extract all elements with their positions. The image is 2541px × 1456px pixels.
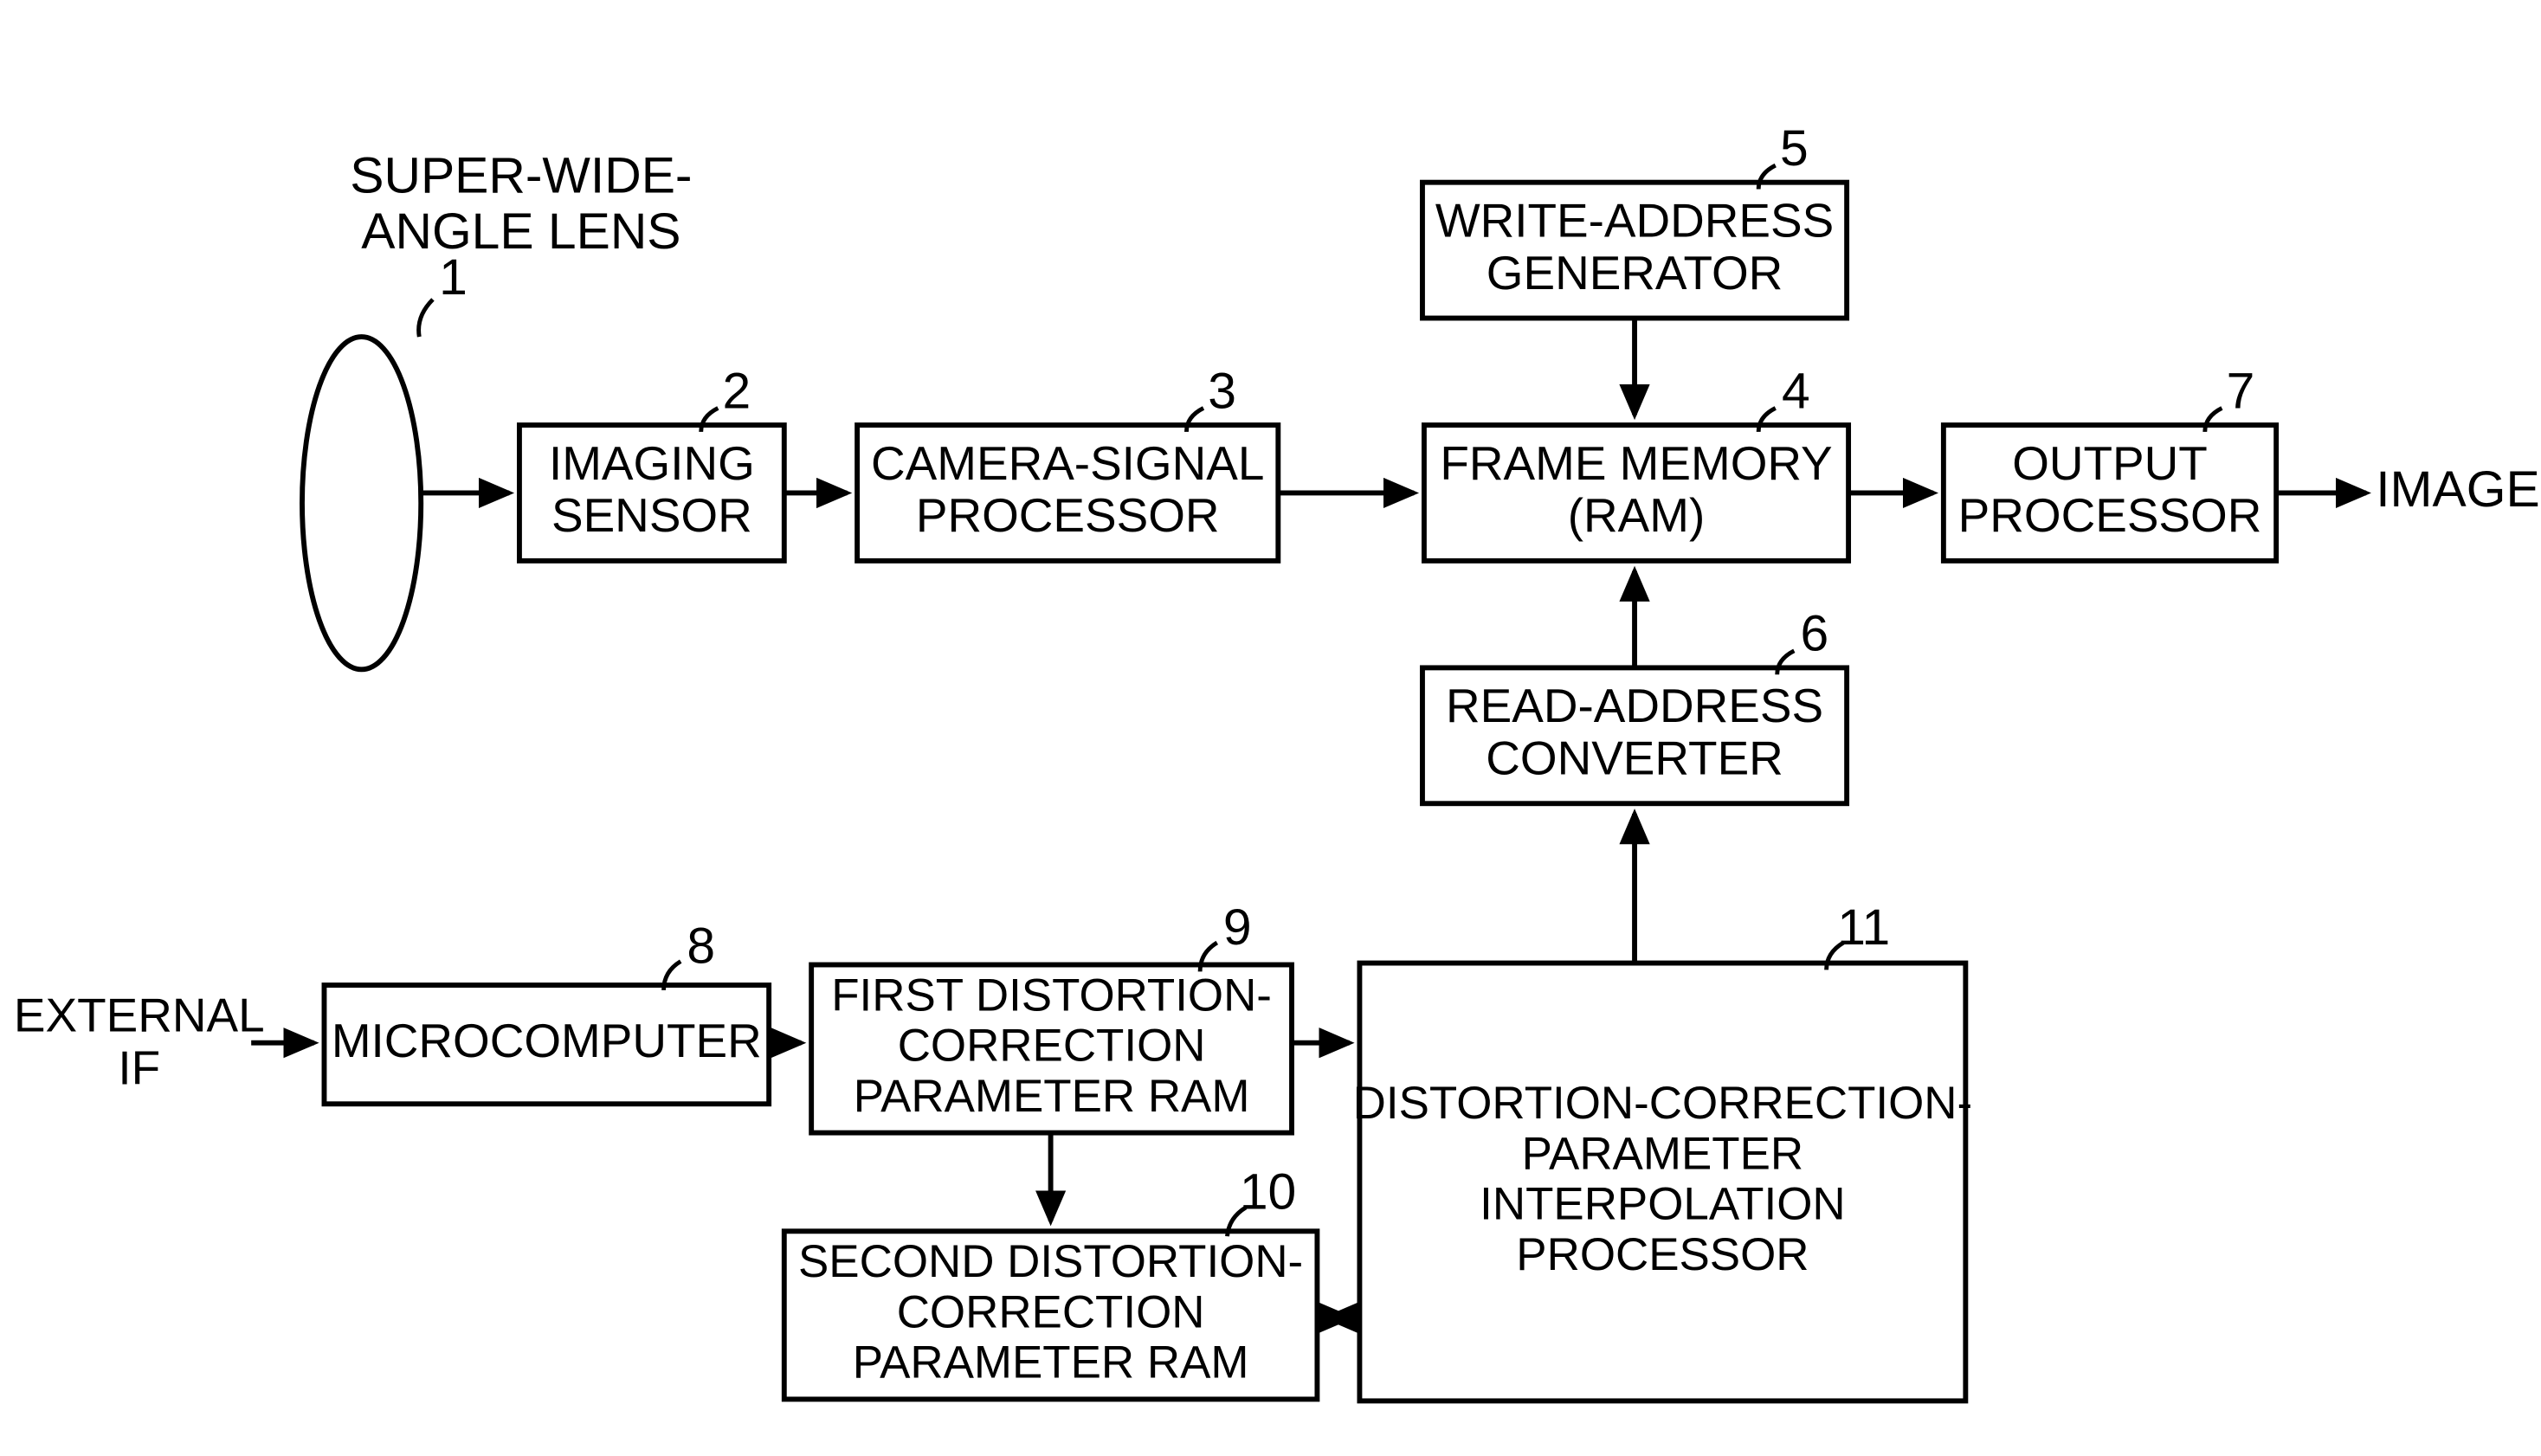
- node-11-text-0: DISTORTION-CORRECTION-: [1353, 1078, 1972, 1129]
- node-6-text-1: CONVERTER: [1486, 731, 1783, 785]
- node-10-text-0: SECOND DISTORTION-: [798, 1236, 1303, 1287]
- node-5-text-0: WRITE-ADDRESS: [1435, 193, 1834, 247]
- node-7-text-1: PROCESSOR: [1958, 488, 2262, 542]
- node-9-text-2: PARAMETER RAM: [854, 1071, 1250, 1122]
- node-11-text-1: PARAMETER: [1522, 1128, 1803, 1179]
- external-if-label-line1: EXTERNAL: [14, 989, 265, 1042]
- node-8-text-0: MICROCOMPUTER: [332, 1014, 762, 1067]
- external-if-label-line2: IF: [118, 1041, 160, 1095]
- node-5-number: 5: [1780, 120, 1809, 177]
- lens-label-line2: ANGLE LENS: [361, 203, 680, 260]
- block-diagram: SUPER-WIDE- ANGLE LENS 1 IMAGINGSENSOR 2 C…: [0, 0, 2541, 1456]
- node-3-text-0: CAMERA-SIGNAL: [871, 436, 1264, 490]
- node-4-text-1: (RAM): [1568, 488, 1706, 542]
- lens-number-leader: [419, 300, 433, 337]
- node-9-number: 9: [1223, 899, 1252, 956]
- node-4-number: 4: [1782, 363, 1810, 419]
- node-7-number: 7: [2227, 363, 2255, 419]
- node-10-text-1: CORRECTION: [897, 1286, 1205, 1337]
- nodes-group: IMAGINGSENSOR2CAMERA-SIGNALPROCESSOR3FRA…: [324, 120, 2276, 1401]
- node-7-text-0: OUTPUT: [2012, 436, 2208, 490]
- node-11-text-3: PROCESSOR: [1516, 1229, 1809, 1280]
- node-8-number: 8: [687, 918, 715, 974]
- node-2-number: 2: [723, 363, 751, 419]
- node-3-number: 3: [1208, 363, 1236, 419]
- node-2-text-0: IMAGING: [549, 436, 755, 490]
- lens-shape: [302, 337, 421, 669]
- node-9-text-1: CORRECTION: [898, 1021, 1206, 1072]
- node-6-text-0: READ-ADDRESS: [1446, 679, 1823, 732]
- node-11-text-2: INTERPOLATION: [1480, 1179, 1845, 1230]
- image-output-label: IMAGE: [2376, 461, 2539, 518]
- node-10-text-2: PARAMETER RAM: [853, 1337, 1249, 1388]
- node-9-text-0: FIRST DISTORTION-: [831, 970, 1272, 1021]
- lens-number-label: 1: [439, 249, 468, 306]
- node-3-text-1: PROCESSOR: [916, 488, 1220, 542]
- node-6-number: 6: [1801, 606, 1829, 662]
- node-2-text-1: SENSOR: [551, 488, 752, 542]
- node-10-number: 10: [1240, 1164, 1296, 1221]
- node-4-text-0: FRAME MEMORY: [1440, 436, 1832, 490]
- lens-label-line1: SUPER-WIDE-: [350, 147, 692, 203]
- node-5-text-1: GENERATOR: [1487, 246, 1783, 300]
- node-11-number: 11: [1837, 899, 1890, 956]
